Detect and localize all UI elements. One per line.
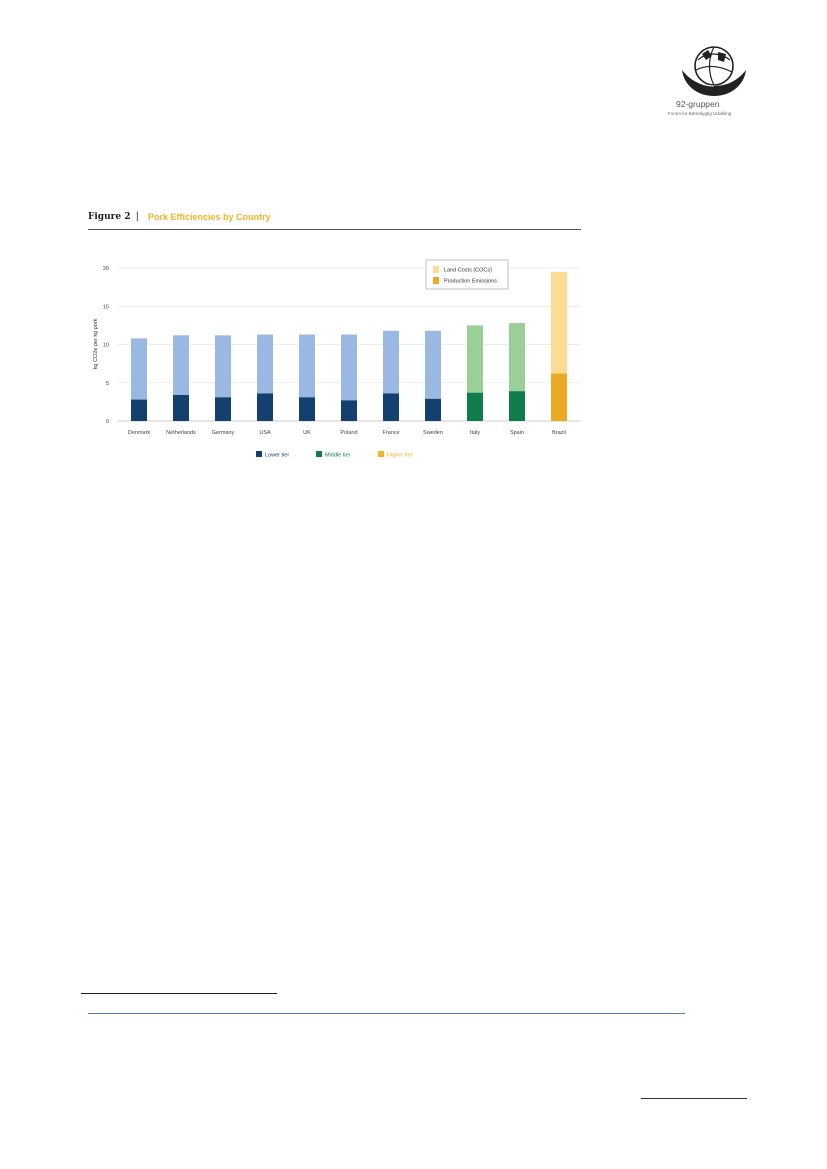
x-tick-label: Spain [510, 430, 524, 436]
x-tick-label: Brazil [552, 430, 566, 436]
logo-name: 92-gruppen [676, 99, 720, 109]
bar-production-emissions [551, 373, 567, 421]
x-tick-label: USA [259, 430, 271, 436]
bar-production-emissions [215, 397, 231, 421]
bar-production-emissions [425, 398, 441, 421]
bar-production-emissions [257, 393, 273, 421]
bar-production-emissions [509, 391, 525, 421]
tier-label: Lower tier [265, 453, 289, 459]
legend-label: Land Costs (COCs) [444, 268, 492, 274]
bar-production-emissions [173, 394, 189, 421]
y-tick-label: 5 [106, 381, 109, 387]
bar-production-emissions [467, 392, 483, 421]
figure-title: Pork Efficiencies by Country [148, 212, 271, 222]
y-tick-label: 0 [106, 419, 109, 425]
x-axis-ticks: Denmark Netherlands Germany USA UK Poland Fran… [128, 430, 566, 436]
y-axis-ticks: 0 5 10 15 20 [103, 266, 109, 425]
legend-swatch [433, 266, 439, 273]
tier-swatch [316, 451, 322, 457]
footnote-divider [81, 993, 277, 994]
footnote-link-underline[interactable] [88, 1013, 685, 1014]
tier-label: Middle tier [325, 453, 351, 459]
tier-label: Higher tier [387, 453, 413, 459]
bar-land-costs [551, 271, 567, 374]
x-tick-label: Denmark [128, 430, 151, 436]
figure-header: Figure 2 | Pork Efficiencies by Country [88, 210, 581, 230]
x-tick-label: Germany [212, 430, 235, 436]
x-tick-label: Netherlands [166, 430, 196, 436]
x-tick-label: France [382, 430, 399, 436]
bar-production-emissions [341, 400, 357, 421]
bar-production-emissions [383, 393, 399, 421]
legend-label: Production Emissions [444, 279, 497, 285]
bar-land-costs [383, 330, 399, 394]
x-tick-label: Italy [470, 430, 480, 436]
y-tick-label: 20 [103, 266, 109, 272]
x-tick-label: Poland [340, 430, 357, 436]
logo-subtitle: Forum for Bæredygtig Udvikling [668, 111, 732, 116]
bar-land-costs [173, 335, 189, 395]
y-axis-label: kg CO2e per kg pork [93, 318, 99, 369]
bar-production-emissions [131, 399, 147, 421]
legend-swatch [433, 277, 439, 284]
bar-land-costs [257, 334, 273, 394]
bar-land-costs [467, 325, 483, 393]
x-tick-label: UK [303, 430, 311, 436]
tier-swatch [256, 451, 262, 457]
bar-land-costs [299, 334, 315, 398]
page-number-rule [641, 1098, 747, 1099]
bars [131, 271, 567, 421]
x-tick-label: Sweden [423, 430, 443, 436]
chart-legend: Land Costs (COCs) Production Emissions [425, 259, 509, 290]
y-tick-label: 10 [103, 343, 109, 349]
figure-label: Figure 2 [88, 212, 131, 222]
y-tick-label: 15 [103, 304, 109, 310]
bar-land-costs [425, 330, 441, 399]
stacked-bar-chart: 0 5 10 15 20 kg CO2e per kg pork Denmark Neth… [93, 259, 580, 459]
bar-land-costs [131, 338, 147, 400]
legend-box [425, 259, 509, 290]
tier-swatch [378, 451, 384, 457]
figure-separator: | [136, 211, 139, 222]
bar-production-emissions [299, 397, 315, 421]
tier-legend: Lower tier Middle tier Higher tier [256, 451, 413, 459]
globe-hands-icon [682, 46, 746, 96]
bar-land-costs [341, 334, 357, 401]
bar-land-costs [215, 335, 231, 398]
bar-land-costs [509, 323, 525, 392]
